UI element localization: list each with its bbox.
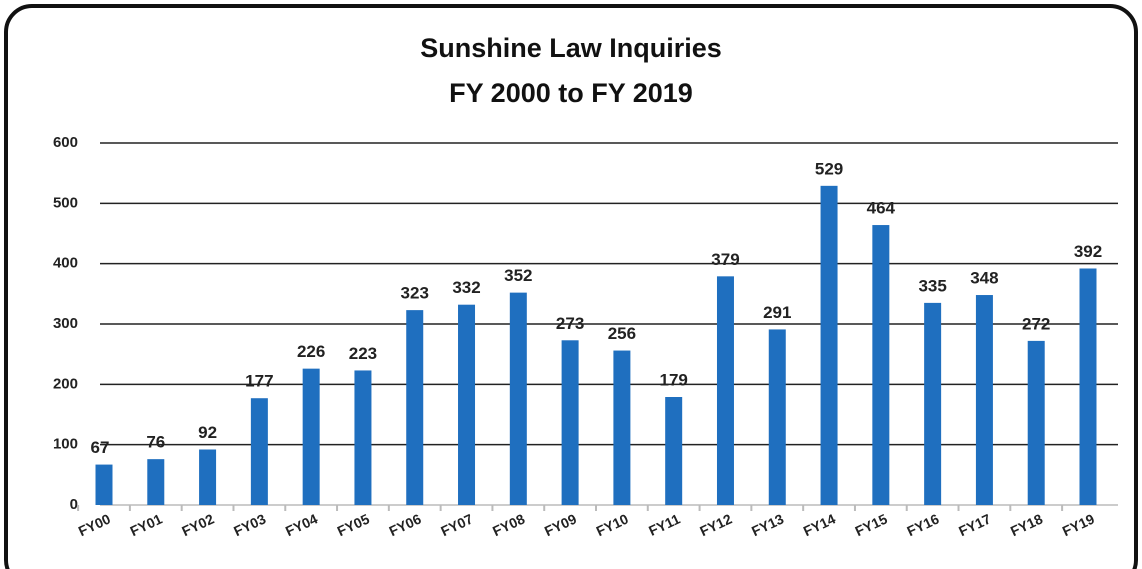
bar: [302, 368, 320, 505]
bar: [924, 302, 942, 505]
data-label: 226: [297, 342, 325, 361]
bar: [561, 340, 579, 505]
data-label: 352: [504, 266, 532, 285]
data-label: 179: [659, 370, 687, 389]
data-label: 348: [970, 269, 998, 288]
bar: [975, 295, 993, 505]
y-tick-label: 100: [53, 436, 78, 453]
bar: [613, 350, 631, 505]
chart-border: [4, 4, 1138, 569]
data-label: 323: [401, 284, 429, 303]
bar: [458, 304, 476, 505]
data-label: 335: [918, 276, 946, 295]
chart-subtitle: FY 2000 to FY 2019: [449, 78, 693, 108]
bar: [509, 292, 527, 505]
data-label: 273: [556, 314, 584, 333]
data-label: 92: [198, 423, 217, 442]
data-label: 291: [763, 303, 791, 322]
y-tick-label: 300: [53, 315, 78, 332]
y-tick-label: 400: [53, 255, 78, 272]
bar: [1027, 340, 1045, 505]
data-label: 464: [867, 199, 896, 218]
bar: [1079, 268, 1097, 505]
bar: [406, 310, 424, 505]
data-label: 223: [349, 344, 377, 363]
chart-title: Sunshine Law Inquiries: [420, 33, 722, 63]
data-label: 76: [146, 433, 165, 452]
bar: [716, 276, 734, 505]
data-label: 177: [245, 372, 273, 391]
data-label: 392: [1074, 242, 1102, 261]
data-label: 256: [608, 324, 636, 343]
bar: [768, 329, 786, 505]
bar: [199, 449, 217, 505]
bar: [820, 185, 838, 505]
data-label: 379: [711, 250, 739, 269]
bar: [872, 225, 890, 505]
bar: [665, 397, 683, 505]
bar: [250, 398, 268, 505]
y-tick-label: 0: [70, 496, 78, 513]
data-label: 67: [91, 438, 110, 457]
bar: [354, 370, 372, 505]
y-tick-label: 500: [53, 194, 78, 211]
data-label: 529: [815, 159, 843, 178]
data-label: 332: [452, 278, 480, 297]
data-label: 272: [1022, 314, 1050, 333]
y-tick-label: 200: [53, 375, 78, 392]
y-tick-label: 600: [53, 134, 78, 151]
bar: [95, 464, 113, 505]
bar: [147, 459, 165, 505]
